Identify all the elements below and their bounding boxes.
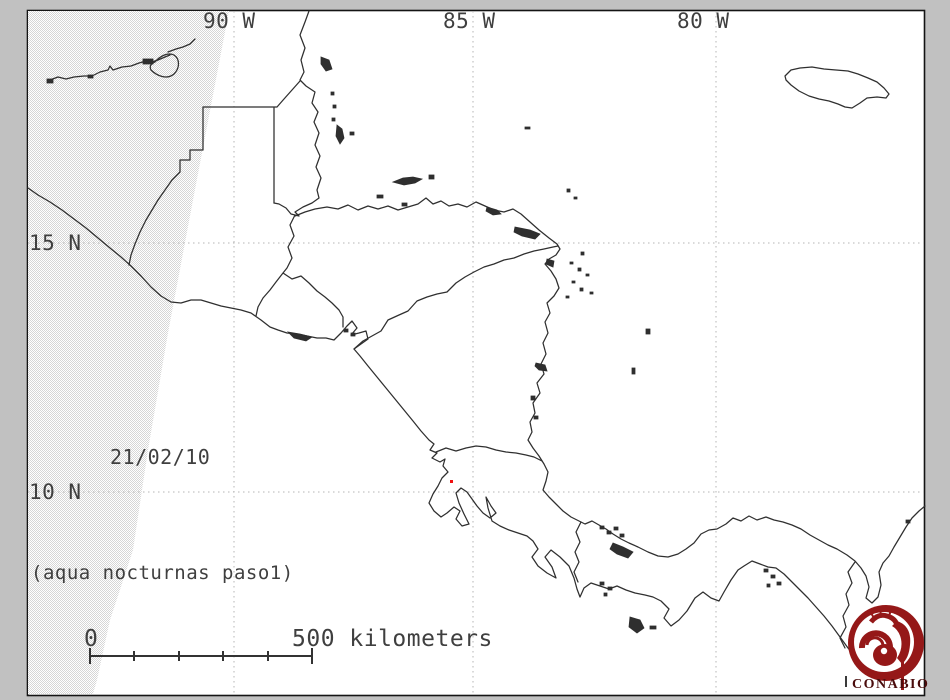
scale-bar — [89, 648, 313, 664]
lon-label-85w: 85 W — [443, 9, 496, 33]
islands — [46, 56, 911, 634]
lat-label-10n: 10 N — [29, 480, 82, 504]
graticule — [28, 11, 924, 694]
fire-hotspots-layer — [450, 480, 453, 483]
satellite-swath-band — [28, 11, 229, 694]
conabio-logo — [845, 605, 924, 690]
lon-label-90w: 90 W — [203, 9, 256, 33]
pass-annotation: (aqua nocturnas paso1) — [31, 562, 294, 584]
coastlines — [27, 10, 926, 679]
scale-zero-label: 0 — [84, 626, 99, 652]
conabio-logo-text: CONABIO — [852, 677, 930, 692]
lon-label-80w: 80 W — [677, 9, 730, 33]
date-label: 21/02/10 — [110, 445, 211, 469]
lat-label-15n: 15 N — [29, 231, 82, 255]
scale-distance-label: 500 kilometers — [292, 626, 493, 652]
fire-hotspot — [450, 480, 453, 483]
